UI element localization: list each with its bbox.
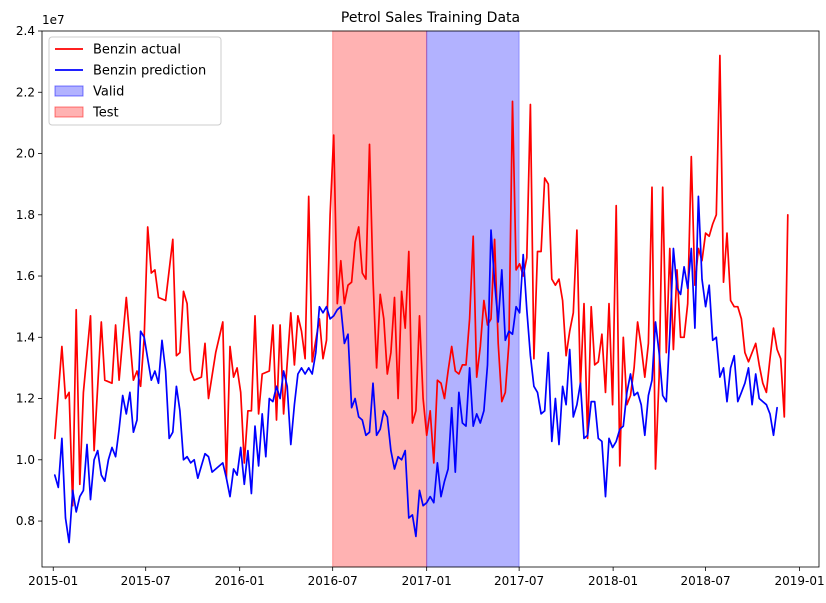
y-tick-label: 1.2 — [16, 392, 35, 406]
series-line-benzin-actual — [53, 54, 789, 507]
legend-label-benzin-prediction: Benzin prediction — [93, 64, 206, 79]
legend-label-valid: Valid — [93, 85, 124, 100]
chart-title: Petrol Sales Training Data — [341, 10, 520, 26]
x-tick-label: 2016-07 — [308, 574, 358, 588]
x-tick-label: 2017-01 — [402, 574, 452, 588]
legend-swatch-valid — [54, 85, 84, 97]
x-tick-label: 2018-07 — [681, 574, 731, 588]
x-tick-label: 2018-01 — [588, 574, 638, 588]
y-tick-label: 1.0 — [16, 453, 35, 467]
legend-label-test: Test — [92, 106, 119, 121]
plot-frame — [41, 30, 820, 568]
y-scale-label: 1e7 — [42, 13, 65, 27]
y-tick-label: 2.4 — [16, 24, 35, 38]
legend: Benzin actual Benzin prediction Valid Test — [48, 36, 222, 126]
legend-label-benzin-actual: Benzin actual — [93, 43, 181, 58]
x-tick-label: 2019-01 — [775, 574, 825, 588]
x-axis: 2015-01 2015-07 2016-01 2016-07 2017-01 2017-… — [28, 567, 825, 588]
series-line-benzin-prediction — [53, 195, 778, 544]
y-tick-label: 1.4 — [16, 330, 35, 344]
legend-swatch-test — [54, 106, 84, 118]
legend-box — [48, 36, 222, 126]
y-tick-label: 1.8 — [16, 208, 35, 222]
x-tick-label: 2016-01 — [215, 574, 265, 588]
y-tick-label: 0.8 — [16, 514, 35, 528]
x-tick-label: 2017-07 — [494, 574, 544, 588]
y-tick-label: 2.0 — [16, 147, 35, 161]
y-tick-label: 1.6 — [16, 269, 35, 283]
x-tick-label: 2015-01 — [28, 574, 78, 588]
y-tick-label: 2.2 — [16, 85, 35, 99]
series-layer — [53, 54, 789, 544]
y-axis: 0.8 1.0 1.2 1.4 1.6 1.8 2.0 2.2 2.4 — [16, 24, 42, 528]
x-tick-label: 2015-07 — [121, 574, 171, 588]
